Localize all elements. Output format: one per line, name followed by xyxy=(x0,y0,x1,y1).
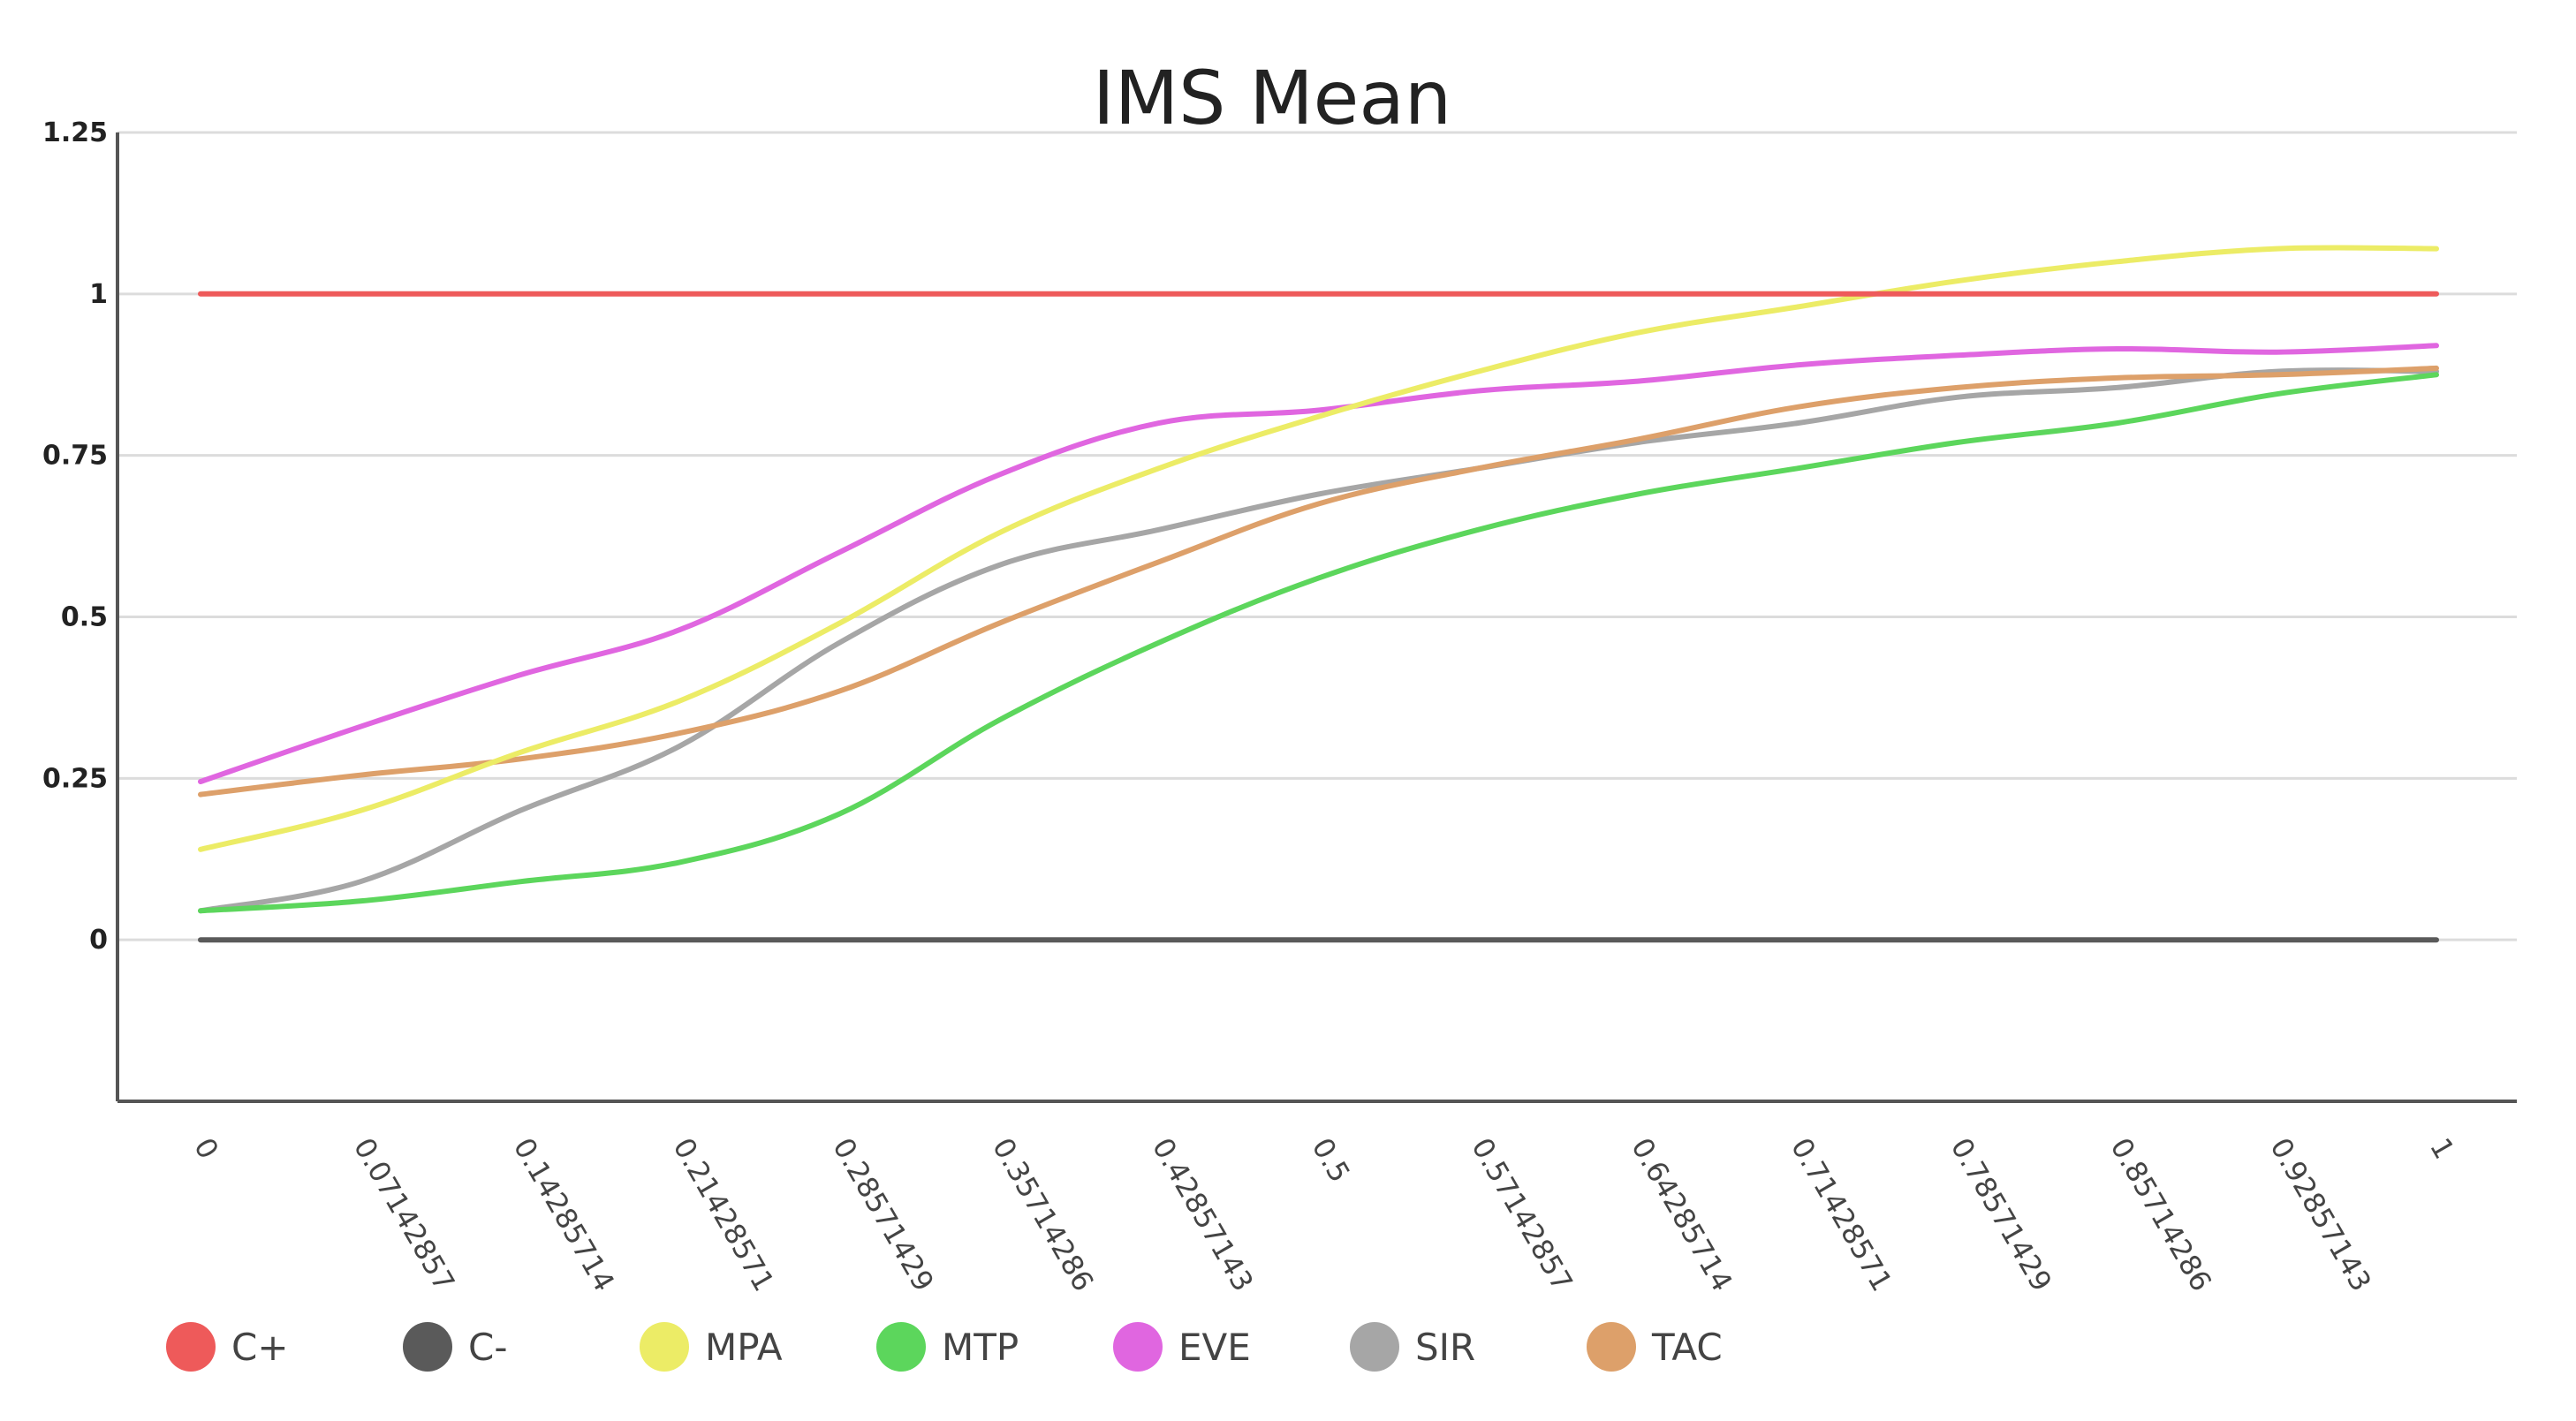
series-line-tac xyxy=(198,365,2439,797)
series-line-sir xyxy=(198,367,2439,914)
legend-marker-c-plus xyxy=(166,1322,216,1372)
axes xyxy=(116,132,2517,1103)
legend-label-mpa: MPA xyxy=(705,1326,783,1369)
legend-marker-eve xyxy=(1113,1322,1163,1372)
legend-marker-tac xyxy=(1587,1322,1636,1372)
legend-label-eve: EVE xyxy=(1178,1326,1251,1369)
y-tick-label: 0.25 xyxy=(42,763,108,794)
y-tick-label: 0.75 xyxy=(42,441,108,472)
series-lines xyxy=(198,245,2439,943)
chart-title: IMS Mean xyxy=(1093,55,1451,141)
legend-marker-mtp xyxy=(876,1322,926,1372)
y-axis-ticks: 1.25 1 0.75 0.5 0.25 0 xyxy=(42,117,108,956)
series-line-mpa xyxy=(198,245,2439,852)
legend-label-c-minus: C- xyxy=(468,1326,507,1369)
legend-label-c-plus: C+ xyxy=(231,1326,289,1369)
legend-marker-c-minus xyxy=(403,1322,452,1372)
y-tick-label: 0 xyxy=(89,925,108,956)
legend-marker-sir xyxy=(1350,1322,1399,1372)
legend-label-tac: TAC xyxy=(1651,1326,1723,1369)
y-tick-label: 1 xyxy=(89,279,108,310)
legend-label-sir: SIR xyxy=(1415,1326,1475,1369)
y-tick-label: 0.5 xyxy=(61,602,108,633)
series-line-mtp xyxy=(198,372,2439,914)
y-tick-label: 1.25 xyxy=(42,117,108,148)
legend-marker-mpa xyxy=(640,1322,689,1372)
legend: C+ C- MPA MTP EVE SIR TAC xyxy=(166,1322,1723,1372)
series-line-eve xyxy=(198,343,2439,784)
legend-label-mtp: MTP xyxy=(942,1326,1019,1369)
